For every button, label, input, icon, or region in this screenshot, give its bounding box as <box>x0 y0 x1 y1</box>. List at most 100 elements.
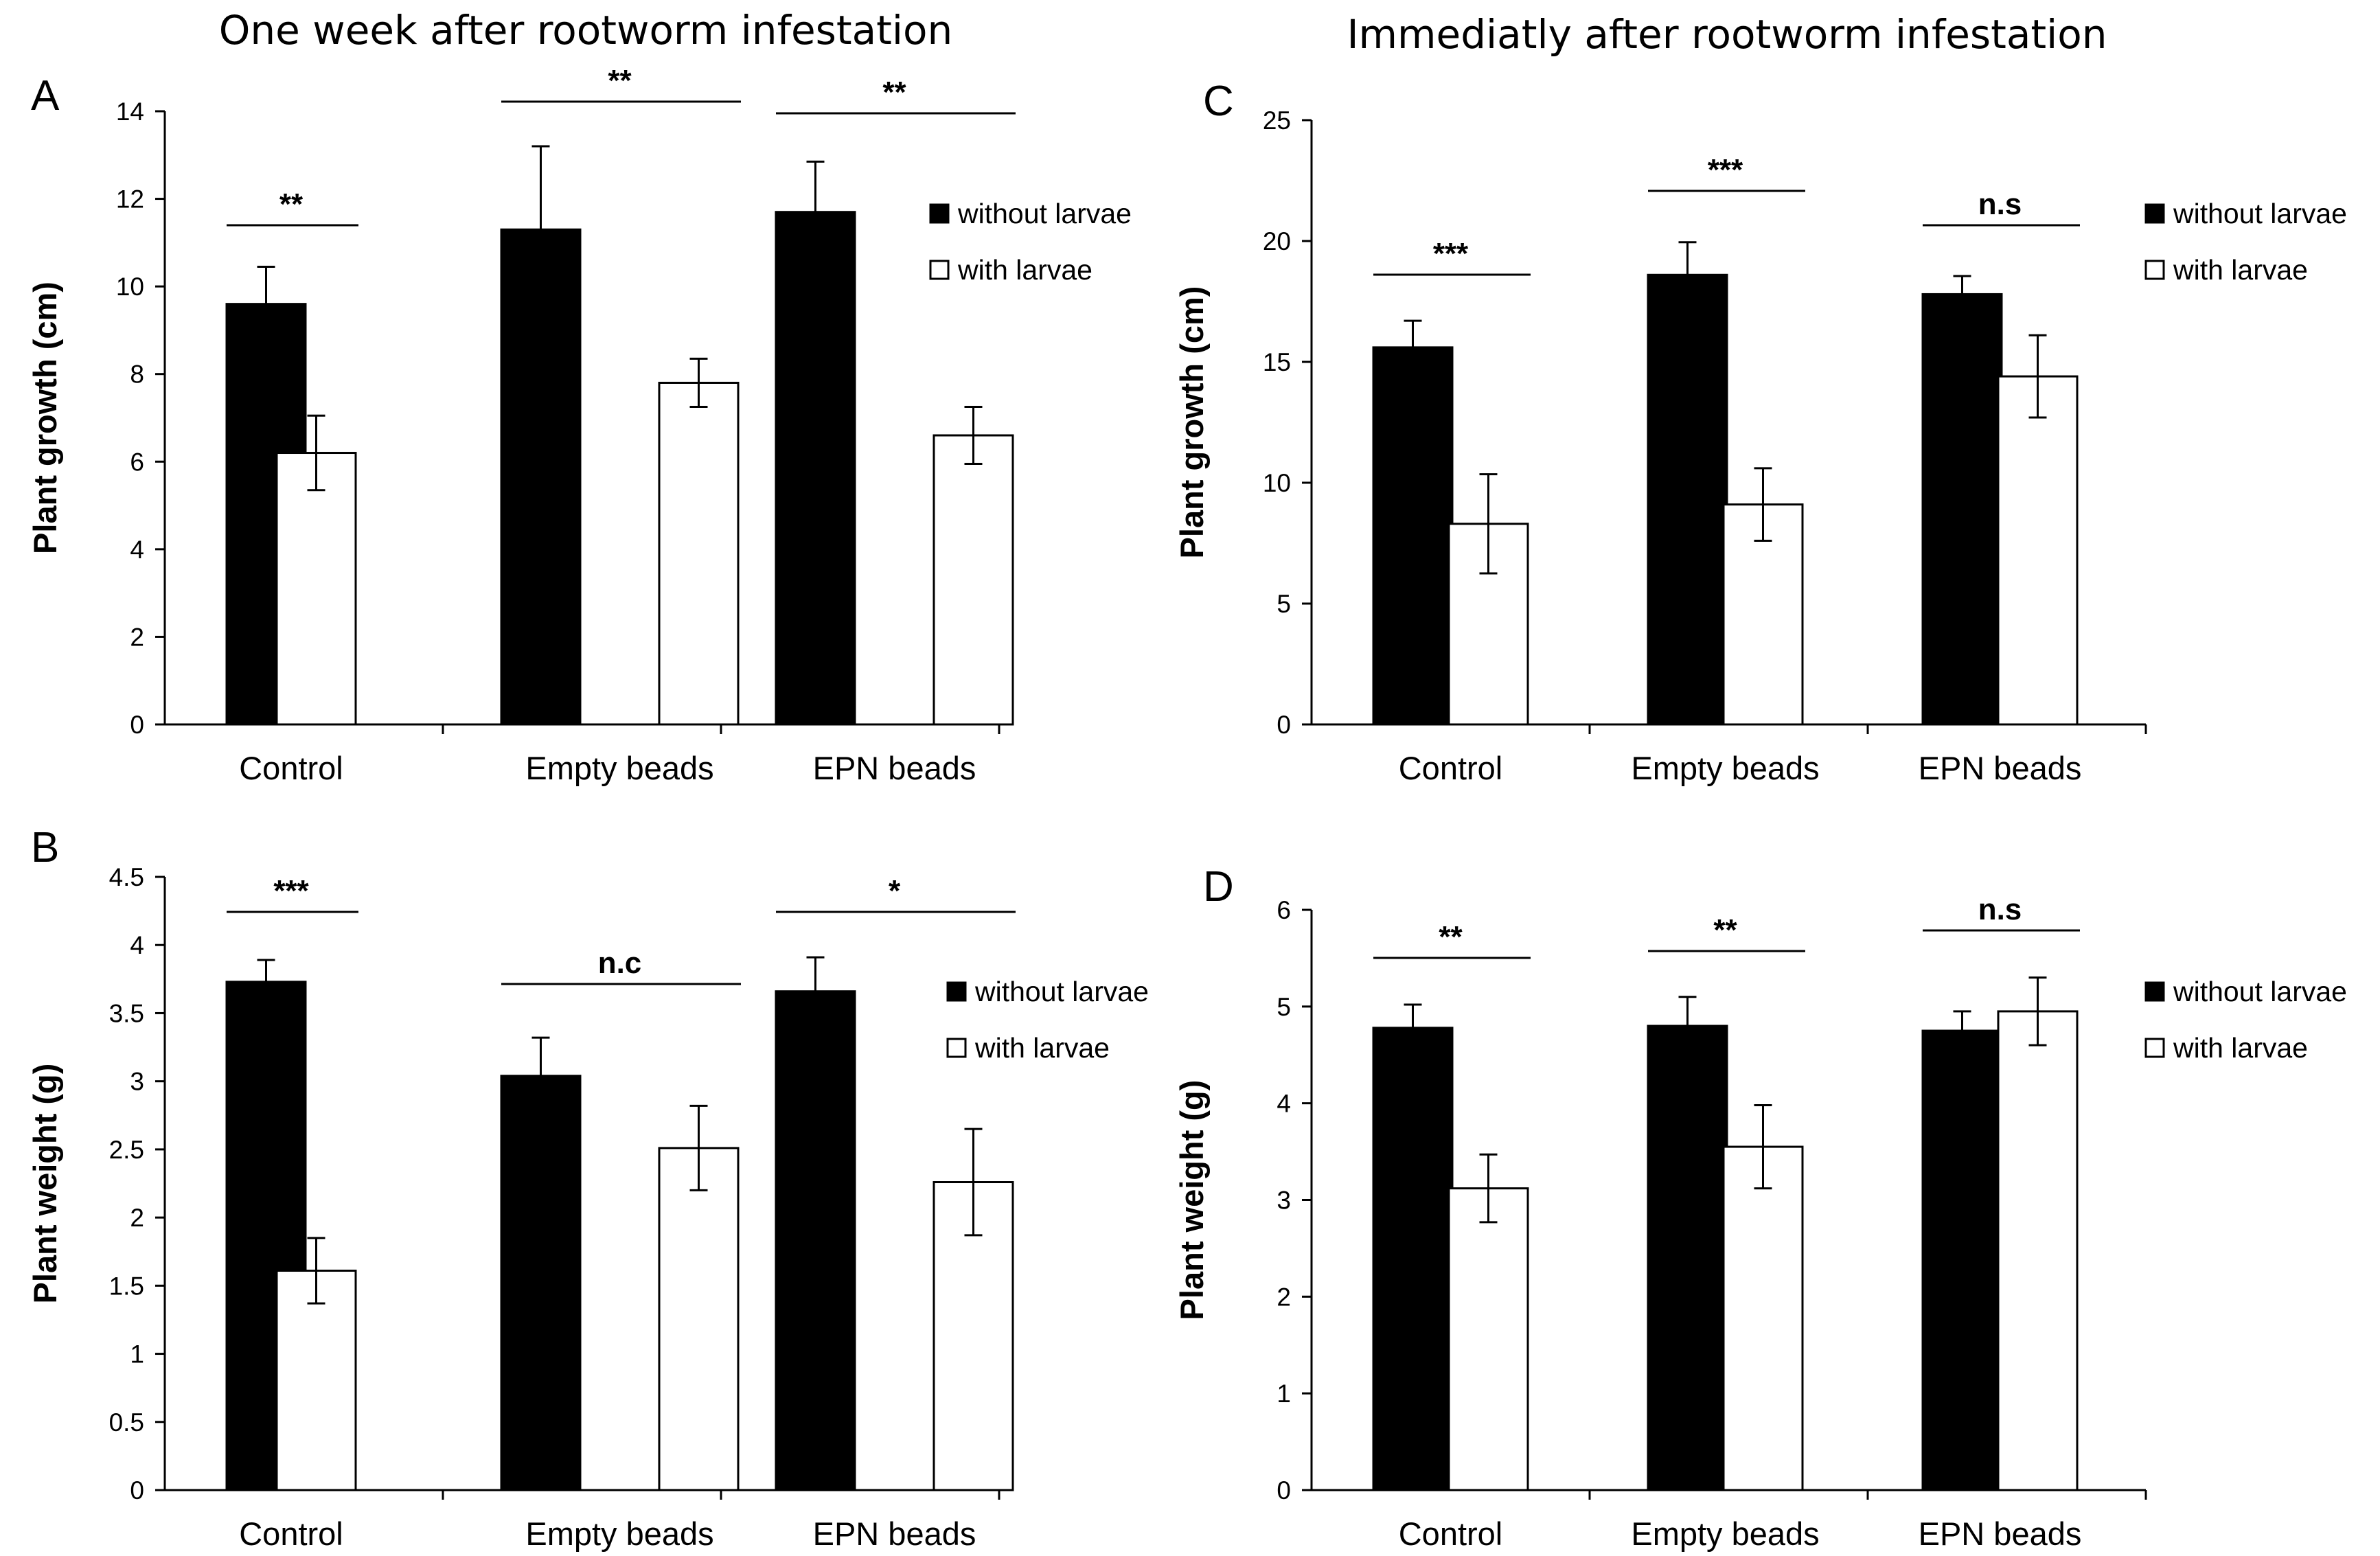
y-tick-label: 6 <box>130 448 144 476</box>
panel-letter: D <box>1203 863 1234 911</box>
x-tick-label: EPN beads <box>1919 1515 2082 1552</box>
chart-panel-d: D 0 1 2 3 4 5 6 Plant weight (g) Control ** Empty b… <box>1174 863 2347 1552</box>
y-tick-label: 1.5 <box>109 1272 144 1300</box>
legend-swatch-with-larvae <box>929 260 950 280</box>
bar-without-larvae <box>775 211 856 726</box>
bar-with-larvae <box>1722 1145 1804 1491</box>
significance-label: ** <box>1713 913 1737 947</box>
y-tick-label: 0 <box>130 1476 144 1504</box>
legend-label: without larvae <box>957 198 1132 229</box>
legend-label: with larvae <box>957 254 1092 286</box>
y-tick-label: 12 <box>116 185 144 214</box>
left-column-title: One week after rootworm infestation <box>219 7 953 54</box>
legend-label: without larvae <box>2173 198 2347 229</box>
significance-label: ** <box>608 64 632 98</box>
bar-without-larvae <box>1372 1027 1454 1491</box>
y-axis-label: Plant weight (g) <box>1174 1080 1210 1320</box>
bar-with-larvae <box>658 381 740 726</box>
panel-letter: C <box>1203 78 1234 125</box>
y-tick-label: 0.5 <box>109 1408 144 1437</box>
bar-without-larvae <box>775 990 856 1491</box>
legend-label: without larvae <box>974 976 1149 1007</box>
y-tick-label: 8 <box>130 361 144 389</box>
y-tick-label: 1 <box>130 1340 144 1369</box>
y-tick-label: 3.5 <box>109 999 144 1027</box>
x-tick-label: EPN beads <box>813 750 976 786</box>
y-tick-label: 3 <box>1277 1187 1291 1215</box>
y-tick-label: 4 <box>130 931 144 959</box>
y-tick-label: 5 <box>1277 590 1291 618</box>
y-tick-label: 1 <box>1277 1380 1291 1408</box>
y-tick-label: 4 <box>1277 1090 1291 1118</box>
significance-label: ** <box>279 187 304 221</box>
x-tick-label: Empty beads <box>525 1515 713 1552</box>
y-tick-label: 25 <box>1263 106 1291 135</box>
significance-label: ** <box>1439 920 1463 954</box>
y-tick-label: 0 <box>1277 711 1291 739</box>
bar-with-larvae <box>1997 375 2079 726</box>
bar-with-larvae <box>658 1147 740 1491</box>
significance-label: *** <box>273 874 309 908</box>
panel-letter: B <box>31 824 59 871</box>
significance-label: n.s <box>1978 893 2022 926</box>
bar-with-larvae <box>275 452 357 726</box>
legend-swatch-without-larvae <box>929 203 950 224</box>
y-tick-label: 6 <box>1277 896 1291 924</box>
y-tick-label: 20 <box>1263 227 1291 255</box>
bar-without-larvae <box>1647 273 1728 726</box>
y-axis-label: Plant weight (g) <box>27 1064 63 1304</box>
significance-label: ** <box>882 76 906 109</box>
significance-label: *** <box>1433 237 1469 271</box>
significance-label: n.c <box>598 946 642 980</box>
y-axis-label: Plant growth (cm) <box>27 282 63 554</box>
y-tick-label: 2 <box>130 1204 144 1232</box>
panel-letter: A <box>31 72 60 119</box>
bar-without-larvae <box>1921 293 2003 726</box>
significance-label: * <box>889 874 901 908</box>
x-tick-label: Control <box>239 750 343 786</box>
bar-with-larvae <box>1448 1187 1529 1491</box>
legend-swatch-without-larvae <box>946 981 967 1002</box>
y-axis-label: Plant growth (cm) <box>1174 286 1210 559</box>
chart-panel-b: B 0 0.5 1 1.5 2 2.5 3 3.5 4 4.5 Plant weight (g) Con… <box>27 824 1149 1552</box>
y-tick-label: 10 <box>116 273 144 301</box>
legend-swatch-with-larvae <box>946 1038 967 1058</box>
y-tick-label: 4 <box>130 536 144 564</box>
y-tick-label: 2 <box>130 623 144 651</box>
x-tick-label: Empty beads <box>525 750 713 786</box>
chart-panel-a: A 0 2 4 6 8 10 12 14 Plant growth (cm) Control ** Em… <box>27 64 1132 786</box>
bar-with-larvae <box>932 434 1014 726</box>
y-tick-label: 2.5 <box>109 1136 144 1164</box>
bar-without-larvae <box>1372 346 1454 726</box>
x-tick-label: Empty beads <box>1631 1515 1819 1552</box>
y-tick-label: 15 <box>1263 348 1291 376</box>
x-tick-label: Empty beads <box>1631 750 1819 786</box>
bar-without-larvae <box>500 1075 582 1491</box>
bar-with-larvae <box>275 1270 357 1491</box>
legend-swatch-with-larvae <box>2144 260 2165 280</box>
x-tick-label: EPN beads <box>813 1515 976 1552</box>
right-column-title: Immediatly after rootworm infestation <box>1347 11 2107 58</box>
chart-panel-c: C 0 5 10 15 20 25 Plant growth (cm) Control *** Em… <box>1174 78 2347 786</box>
significance-label: n.s <box>1978 187 2022 221</box>
bar-with-larvae <box>1997 1010 2079 1491</box>
x-tick-label: Control <box>239 1515 343 1552</box>
legend-swatch-with-larvae <box>2144 1038 2165 1058</box>
legend-label: without larvae <box>2173 976 2347 1007</box>
y-tick-label: 4.5 <box>109 863 144 891</box>
legend-label: with larvae <box>974 1032 1110 1064</box>
x-tick-label: EPN beads <box>1919 750 2082 786</box>
significance-label: *** <box>1708 153 1743 187</box>
y-tick-label: 10 <box>1263 469 1291 497</box>
legend-swatch-without-larvae <box>2144 981 2165 1002</box>
x-tick-label: Control <box>1399 1515 1503 1552</box>
y-tick-label: 0 <box>130 711 144 739</box>
y-tick-label: 5 <box>1277 993 1291 1021</box>
legend-label: with larvae <box>2173 254 2308 286</box>
y-tick-label: 0 <box>1277 1476 1291 1504</box>
y-tick-label: 3 <box>130 1068 144 1096</box>
legend-label: with larvae <box>2173 1032 2308 1064</box>
y-tick-label: 14 <box>116 98 144 126</box>
